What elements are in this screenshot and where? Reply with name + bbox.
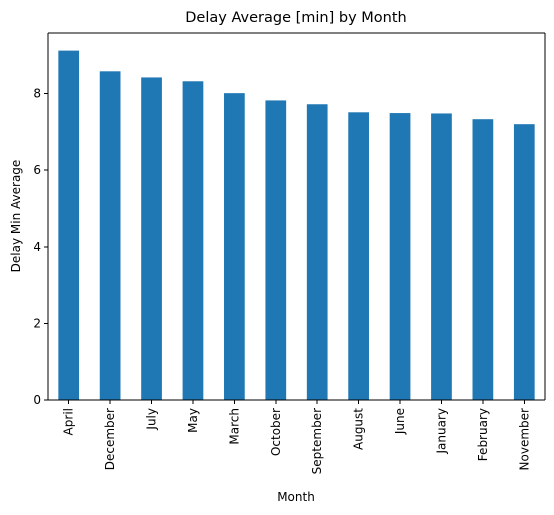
x-tick-label: September: [310, 408, 324, 474]
bars-group: [58, 50, 535, 401]
y-tick-label: 2: [33, 316, 41, 330]
bar-august: [348, 112, 369, 401]
x-tick-label: July: [145, 408, 159, 431]
x-axis-label: Month: [277, 490, 315, 504]
x-tick-label: December: [103, 408, 117, 470]
bar-january: [431, 113, 452, 400]
x-tick-label: November: [517, 408, 531, 470]
x-tick-label: August: [352, 408, 366, 450]
x-axis-ticks: April December July May March October Septembe…: [62, 400, 531, 474]
bar-february: [472, 119, 494, 400]
bar-april: [58, 50, 80, 401]
x-tick-label: May: [186, 408, 200, 433]
y-tick-label: 8: [33, 87, 41, 101]
x-tick-label: March: [227, 408, 241, 445]
x-tick-label: June: [393, 408, 407, 435]
y-axis-ticks: 0 2 4 6 8: [33, 87, 48, 407]
bar-march: [224, 93, 245, 401]
bar-july: [141, 77, 162, 400]
x-tick-label: January: [434, 408, 448, 455]
y-tick-label: 4: [33, 240, 41, 254]
bar-november: [513, 124, 535, 401]
chart-title: Delay Average [min] by Month: [185, 10, 406, 26]
x-tick-label: February: [476, 408, 490, 461]
bar-december: [99, 71, 121, 400]
bar-september: [306, 104, 328, 400]
bar-june: [389, 113, 411, 400]
bar-october: [265, 100, 287, 401]
y-tick-label: 6: [33, 163, 41, 177]
y-tick-label: 0: [33, 393, 41, 407]
x-tick-label: April: [62, 408, 76, 435]
y-axis-label: Delay Min Average: [9, 160, 23, 273]
x-tick-label: October: [269, 408, 283, 456]
bar-may: [182, 81, 204, 401]
